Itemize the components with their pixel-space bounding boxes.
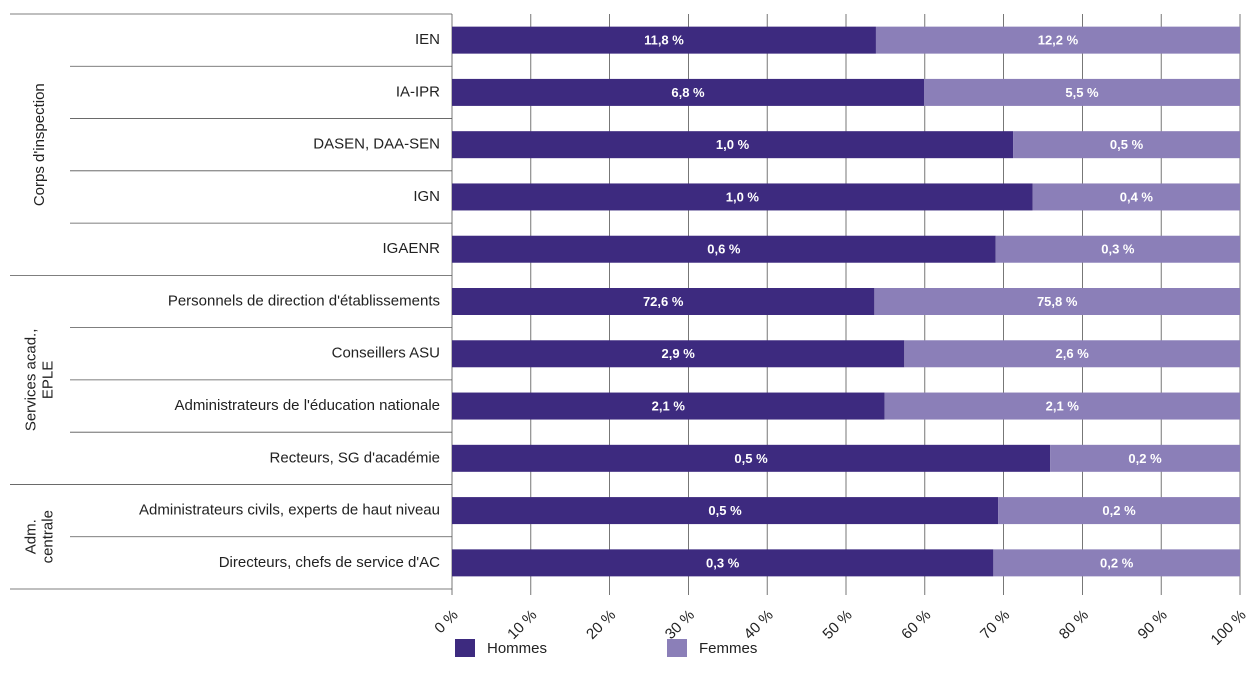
bar (874, 288, 1240, 315)
category-label: IGAENR (382, 240, 440, 257)
data-label: 0,2 % (1128, 451, 1162, 466)
legend-swatch (455, 639, 475, 657)
data-label: 0,5 % (708, 503, 742, 518)
category-label: Personnels de direction d'établissements (168, 292, 440, 309)
bar (452, 340, 905, 368)
bar (452, 497, 999, 525)
legend-label: Femmes (699, 640, 757, 657)
category-label: IA-IPR (396, 83, 440, 100)
category-label: Administrateurs civils, experts de haut … (139, 502, 440, 519)
data-label: 0,3 % (706, 555, 740, 570)
bar (452, 131, 1014, 159)
data-label: 1,0 % (726, 189, 760, 204)
legend-label: Hommes (487, 640, 547, 657)
group-label: Corps d'inspection (31, 83, 48, 206)
bar (1050, 444, 1240, 472)
data-label: 2,1 % (652, 398, 686, 413)
x-tick-label: 100 % (1208, 607, 1250, 649)
x-tick-label: 70 % (977, 607, 1013, 643)
bar (452, 78, 925, 106)
data-label: 1,0 % (716, 137, 750, 152)
bar (452, 183, 1033, 211)
category-label: Directeurs, chefs de service d'AC (219, 554, 440, 571)
category-label: DASEN, DAA-SEN (313, 136, 440, 153)
category-label: IEN (415, 31, 440, 48)
data-label: 12,2 % (1038, 33, 1079, 48)
x-tick-label: 40 % (741, 607, 777, 643)
category-label: Conseillers ASU (332, 345, 440, 362)
group-label: EPLE (39, 361, 56, 399)
data-label: 6,8 % (671, 85, 705, 100)
data-label: 0,2 % (1100, 555, 1134, 570)
x-tick-label: 60 % (898, 607, 934, 643)
data-label: 2,9 % (662, 346, 696, 361)
x-tick-label: 30 % (662, 607, 698, 643)
bar (1013, 131, 1240, 159)
data-label: 0,4 % (1120, 189, 1154, 204)
bar (452, 288, 875, 315)
data-label: 0,5 % (1110, 137, 1144, 152)
bar (452, 26, 876, 54)
group-label: centrale (39, 510, 56, 563)
data-label: 11,8 % (644, 33, 684, 48)
group-label: Services acad., (22, 329, 39, 432)
group-label: Adm. (22, 519, 39, 554)
x-tick-label: 20 % (583, 607, 619, 643)
x-tick-label: 10 % (504, 607, 540, 643)
x-tick-label: 50 % (819, 607, 855, 643)
data-label: 75,8 % (1037, 294, 1078, 309)
category-label: Administrateurs de l'éducation nationale (174, 397, 440, 414)
bar (452, 444, 1051, 472)
bar (993, 549, 1240, 577)
category-label: IGN (413, 188, 440, 205)
x-tick-label: 90 % (1135, 607, 1171, 643)
bar (452, 392, 885, 420)
data-label: 2,1 % (1046, 398, 1080, 413)
data-label: 0,6 % (707, 242, 741, 257)
data-label: 0,2 % (1102, 503, 1136, 518)
bar (924, 78, 1240, 106)
x-tick-label: 0 % (431, 607, 461, 637)
bar (904, 340, 1240, 368)
legend-swatch (667, 639, 687, 657)
data-label: 0,5 % (734, 451, 768, 466)
category-label: Recteurs, SG d'académie (270, 449, 440, 466)
data-label: 5,5 % (1065, 85, 1099, 100)
bar (452, 549, 994, 577)
bar (875, 26, 1240, 54)
bar (884, 392, 1240, 420)
x-tick-label: 80 % (1056, 607, 1092, 643)
data-label: 0,3 % (1101, 242, 1135, 257)
bar (1032, 183, 1240, 211)
data-label: 2,6 % (1056, 346, 1090, 361)
bar (998, 497, 1240, 525)
bar (452, 235, 996, 263)
bar (995, 235, 1240, 263)
data-label: 72,6 % (643, 294, 684, 309)
